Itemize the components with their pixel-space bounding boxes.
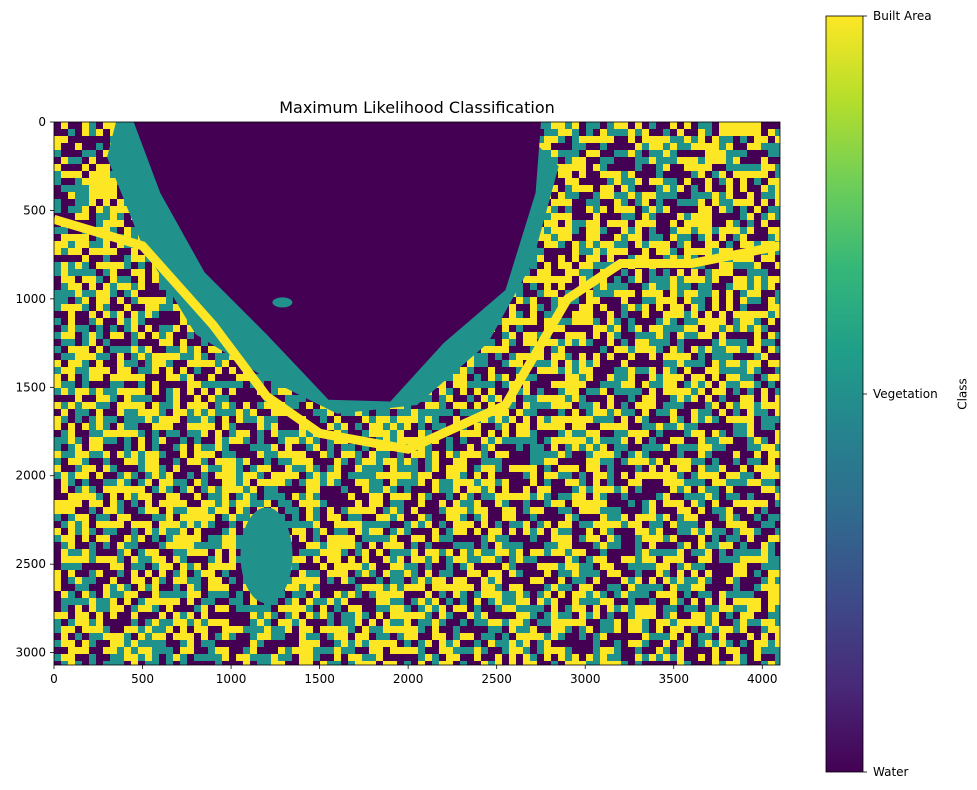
chart-title: Maximum Likelihood Classification <box>279 98 555 117</box>
plot-frame <box>53 121 781 666</box>
y-tick-label: 500 <box>23 203 46 217</box>
x-tick-label: 3500 <box>658 672 689 686</box>
colorbar-label: Class <box>956 378 970 410</box>
x-tick-label: 1500 <box>304 672 335 686</box>
y-tick-label: 2000 <box>15 469 46 483</box>
lake <box>133 122 541 402</box>
colorbar-ticks: Water Vegetation Built Area <box>863 9 938 779</box>
x-tick-label: 500 <box>131 672 154 686</box>
x-tick-label: 0 <box>50 672 58 686</box>
road <box>54 214 780 454</box>
y-tick-label: 0 <box>38 115 46 129</box>
y-tick-label: 1000 <box>15 292 46 306</box>
pond <box>240 507 293 604</box>
y-tick-label: 3000 <box>15 646 46 660</box>
y-tick-label: 2500 <box>15 557 46 571</box>
y-axis: 0 500 1000 1500 2000 2500 3000 <box>15 115 54 660</box>
colorbar-tick-label: Vegetation <box>873 387 938 401</box>
x-tick-label: 3000 <box>570 672 601 686</box>
colorbar-tick-label: Built Area <box>873 9 932 23</box>
x-tick-label: 2500 <box>481 672 512 686</box>
x-tick-label: 2000 <box>393 672 424 686</box>
x-tick-label: 4000 <box>747 672 778 686</box>
y-tick-label: 1500 <box>15 380 46 394</box>
x-tick-label: 1000 <box>216 672 247 686</box>
x-axis: 0 500 1000 1500 2000 2500 3000 3500 4000 <box>50 665 778 686</box>
classification-map <box>54 122 780 665</box>
colorbar <box>825 15 864 773</box>
colorbar-tick-label: Water <box>873 765 909 779</box>
